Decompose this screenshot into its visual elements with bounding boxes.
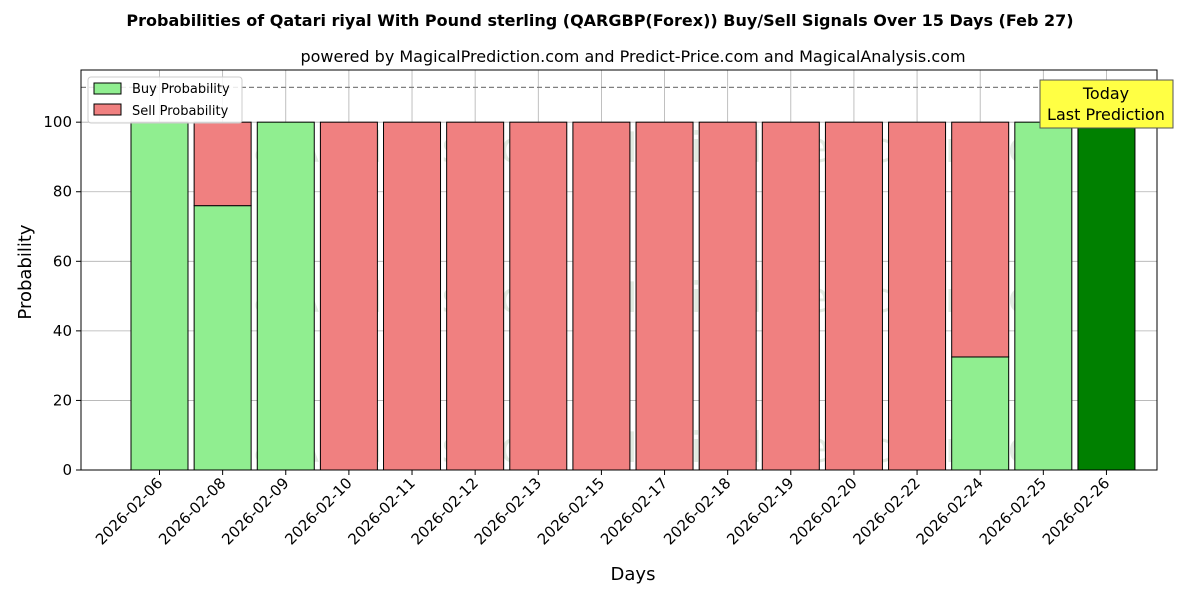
legend-swatch-sell xyxy=(94,104,121,115)
x-axis-label: Days xyxy=(611,564,656,585)
x-tick-label: 2026-02-09 xyxy=(218,474,292,548)
x-tick-label: 2026-02-12 xyxy=(408,474,482,548)
x-tick-label: 2026-02-15 xyxy=(534,474,608,548)
bar-sell-2026-02-11 xyxy=(384,122,441,470)
x-tick-label: 2026-02-13 xyxy=(471,474,545,548)
legend: Buy Probability Sell Probability xyxy=(88,77,242,123)
bar-buy-2026-02-25 xyxy=(1015,122,1072,470)
annotation-line-last-prediction: Last Prediction xyxy=(1047,105,1165,124)
bar-buy-2026-02-08 xyxy=(194,206,251,470)
y-tick-label: 40 xyxy=(53,322,72,340)
x-tick-label: 2026-02-24 xyxy=(913,474,987,548)
y-tick-label: 60 xyxy=(53,252,72,270)
annotation-line-today: Today xyxy=(1082,84,1129,103)
legend-label-sell: Sell Probability xyxy=(132,104,229,119)
x-tick-label: 2026-02-11 xyxy=(344,474,418,548)
bar-sell-2026-02-08 xyxy=(194,122,251,205)
bar-sell-2026-02-13 xyxy=(510,122,567,470)
today-annotation: Today Last Prediction xyxy=(1040,80,1173,128)
bar-buy-2026-02-06 xyxy=(131,122,188,470)
x-tick-label: 2026-02-19 xyxy=(723,474,797,548)
y-axis-label: Probability xyxy=(15,224,36,319)
bar-sell-2026-02-17 xyxy=(636,122,693,470)
y-tick-label: 0 xyxy=(62,461,72,479)
x-tick-label: 2026-02-22 xyxy=(850,474,924,548)
legend-swatch-buy xyxy=(94,83,121,94)
x-tick-label: 2026-02-18 xyxy=(660,474,734,548)
y-tick-label: 80 xyxy=(53,183,72,201)
bar-sell-2026-02-10 xyxy=(320,122,377,470)
y-tick-label: 20 xyxy=(53,391,72,409)
bar-buy-2026-02-26 xyxy=(1078,122,1135,470)
x-tick-label: 2026-02-20 xyxy=(786,474,860,548)
x-tick-label: 2026-02-17 xyxy=(597,474,671,548)
x-tick-label: 2026-02-08 xyxy=(155,474,229,548)
x-tick-label: 2026-02-10 xyxy=(281,474,355,548)
chart-title: Probabilities of Qatari riyal With Pound… xyxy=(126,11,1073,30)
bar-sell-2026-02-19 xyxy=(762,122,819,470)
bar-sell-2026-02-18 xyxy=(699,122,756,470)
bar-sell-2026-02-20 xyxy=(825,122,882,470)
bar-sell-2026-02-24 xyxy=(952,122,1009,357)
bar-buy-2026-02-09 xyxy=(257,122,314,470)
x-tick-label: 2026-02-26 xyxy=(1039,474,1113,548)
chart-subtitle: powered by MagicalPrediction.com and Pre… xyxy=(300,47,965,66)
y-axis-ticks: 0 20 40 60 80 100 xyxy=(43,113,81,479)
bar-sell-2026-02-22 xyxy=(889,122,946,470)
x-tick-label: 2026-02-06 xyxy=(92,474,166,548)
x-axis-ticks: 2026-02-062026-02-082026-02-092026-02-10… xyxy=(92,470,1113,548)
bar-buy-2026-02-24 xyxy=(952,357,1009,470)
bar-sell-2026-02-12 xyxy=(447,122,504,470)
x-tick-label: 2026-02-25 xyxy=(976,474,1050,548)
bar-sell-2026-02-15 xyxy=(573,122,630,470)
y-tick-label: 100 xyxy=(43,113,72,131)
legend-label-buy: Buy Probability xyxy=(132,82,230,97)
